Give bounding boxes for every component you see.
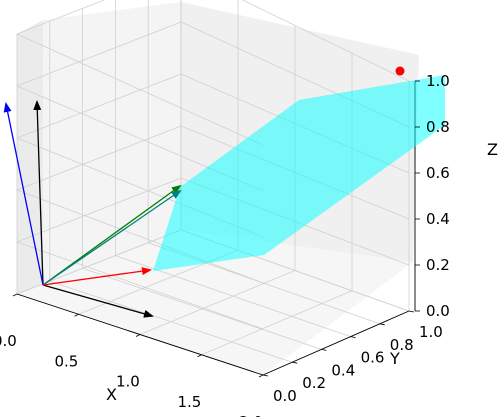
grid-line-z [15,177,264,330]
y-tick-label: 0.4 [331,361,355,379]
grid-line-z-right [241,0,410,82]
z-tick-labels: 0.0 0.2 0.4 0.6 0.8 1.0 [415,72,450,320]
x-tick-mark [197,354,202,358]
vector-arrow [42,189,182,286]
grid-line-z [15,21,264,192]
x-tick-label: 2.0 [239,413,263,417]
x-tick-mark [12,293,18,297]
z-tick-label: 0.0 [426,302,450,320]
data-point [395,66,405,76]
x-tick-labels: 0.0 0.5 1.0 1.5 2.0 [0,293,264,417]
z-axis-label: Z [487,140,498,159]
x-tick-mark [135,334,141,337]
y-tick-mark [379,323,385,326]
y-tick-label: 0.8 [390,336,414,354]
vector-arrow [42,284,154,318]
x-tick-label: 1.0 [116,373,140,391]
y-tick-label: 0.2 [302,374,326,392]
vector-arrow [42,267,152,286]
z-tick-label: 0.6 [426,164,450,182]
x-tick-label: 0.5 [55,352,79,370]
vector-arrow [33,100,44,286]
x-axis-label: X [106,385,117,404]
y-tick-labels: 0.0 0.2 0.4 0.6 0.8 1.0 [262,310,443,405]
floor-pane [17,230,413,375]
plane-surface [153,75,445,271]
vectors [3,100,182,318]
x-tick-mark [74,313,79,317]
z-tick-label: 1.0 [426,72,450,90]
vector-arrow [3,102,44,286]
y-axis-label: Y [389,349,400,368]
grid-line-z [15,0,264,146]
y-tick-mark [292,361,298,364]
z-tick-label: 0.2 [426,256,450,274]
x-tick-label: 1.5 [178,393,202,411]
y-axis-line [262,310,410,376]
x-tick-mark [258,374,264,378]
vector-arrow [42,184,182,286]
y-tick-label: 1.0 [419,323,443,341]
y-tick-mark [408,310,415,313]
y-tick-label: 0.6 [361,349,385,367]
y-tick-mark [321,349,327,351]
y-tick-label: 0.0 [273,387,297,405]
y-tick-mark [262,374,269,377]
z-tick-label: 0.4 [426,210,450,228]
x-tick-label: 0.0 [0,332,17,350]
z-tick-label: 0.8 [426,118,450,136]
y-tick-mark [350,336,356,338]
